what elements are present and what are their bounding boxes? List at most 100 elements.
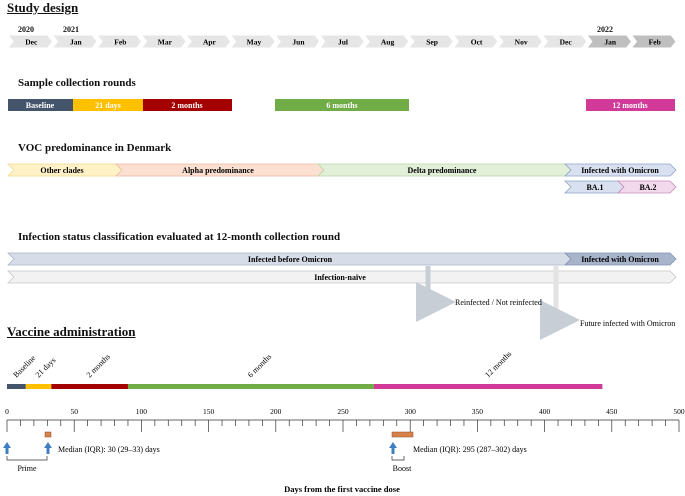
voc-periods: Other clades Alpha predominance Delta pr… [7,163,677,194]
voc-other-clades-label: Other clades [40,166,83,175]
infection-status: Infected before Omicron Infected with Om… [7,252,677,340]
prime-bracket [6,456,48,461]
month-label: Nov [515,38,528,47]
month-label: Mar [158,38,173,47]
bar-baseline [8,99,73,111]
bar-6months [275,99,409,111]
month-label: Apr [203,38,217,47]
x-tick-label: 450 [606,407,618,416]
month-label: Oct [471,38,483,47]
axis-label: Days from the first vaccine dose [284,484,400,494]
month-timeline: Dec Jan Feb Mar Apr May Jun Jul Aug Sep Oct Nov Dec J… [6,34,677,49]
voc-omicron [564,163,677,177]
month-label: Jun [292,38,305,47]
branch-arrow-2 [540,266,580,340]
vaccine-segment [51,384,128,389]
branch-1-label: Reinfected / Not reinfected [455,298,542,307]
naive-label: Infection-naïve [314,273,366,282]
boost-iqr-box [391,431,414,438]
study-design-title: Study design [7,0,79,15]
boost-median-label: Median (IQR): 295 (287–302) days [413,445,527,454]
x-tick-label: 250 [337,407,349,416]
bar-baseline-label: Baseline [26,101,55,110]
vaccine-title: Vaccine administration [7,324,136,339]
infected-omicron-label: Infected with Omicron [581,255,659,264]
ba2-chevron [617,180,677,194]
vaccine-segment [373,384,603,389]
arrow-prime-icon [44,442,52,454]
month-chevron [229,34,276,49]
month-chevron [51,34,98,49]
sample-rounds-title: Sample collection rounds [18,77,136,89]
month-label: Dec [25,38,38,47]
month-chevron [6,34,54,49]
bar-2months-label: 2 months [171,101,202,110]
vaccine-segment-label: 2 months [85,352,112,379]
boost-bracket [391,456,405,461]
month-chevron [541,34,588,49]
arrow-boost-icon [389,442,397,454]
x-tick-label: 300 [405,407,417,416]
infection-status-title: Infection status classification evaluate… [18,231,341,243]
voc-alpha-label: Alpha predominance [182,166,254,175]
x-tick-label: 0 [5,407,9,416]
sample-rounds: Baseline 21 days 2 months 6 months 12 mo… [8,99,675,111]
month-label: May [247,38,262,47]
x-tick-label: 200 [270,407,282,416]
month-label: Feb [649,38,661,47]
year-2020: 2020 [18,25,34,34]
month-label: Sep [426,38,438,47]
month-label: Dec [560,38,573,47]
month-chevron [630,34,677,49]
vaccine-segment-label: 21 days [34,356,58,380]
ba2-label: BA.2 [639,183,656,192]
month-label: Jul [338,38,348,47]
naive-chevron [7,270,677,284]
voc-omicron-label: Infected with Omicron [581,166,659,175]
x-tick-label: 150 [203,407,215,416]
month-chevron [585,34,633,49]
bar-21days-label: 21 days [95,101,121,110]
x-tick-label: 400 [539,407,551,416]
x-tick-label: 100 [136,407,148,416]
month-label: Feb [114,38,126,47]
voc-title: VOC predominance in Denmark [18,142,172,154]
bar-12months-label: 12 months [612,101,647,110]
month-label: Jan [70,38,83,47]
vaccine-segment [127,384,374,389]
bar-21days [73,99,143,111]
month-chevron [407,34,454,49]
month-label: Jan [604,38,617,47]
prime-label: Prime [17,464,37,473]
month-label: Aug [381,38,395,47]
month-chevron [140,34,187,49]
voc-delta-label: Delta predominance [408,166,477,175]
month-chevron [185,34,232,49]
vaccine-segment [25,384,52,389]
arrow-day0-icon [3,442,11,454]
vaccine-segment-label: 6 months [246,352,273,379]
month-chevron [363,34,410,49]
vaccine-segment-label: Baseline [11,353,37,379]
month-chevron [496,34,544,49]
infected-before-label: Infected before Omicron [248,255,333,264]
month-chevron [96,34,143,49]
prime-median-label: Median (IQR): 30 (29–33) days [58,445,160,454]
vaccine-segment-label: 12 months [483,349,513,379]
vaccine-segment [7,384,26,389]
prime-iqr-box [44,431,52,438]
ba1-label: BA.1 [586,183,603,192]
bar-12months [586,99,675,111]
branch-arrow-1 [416,266,456,322]
x-tick-label: 350 [472,407,484,416]
bar-2months [143,99,232,111]
year-2022: 2022 [597,25,613,34]
boost-label: Boost [393,464,412,473]
infected-omicron-chevron [564,252,677,266]
month-chevron [452,34,499,49]
x-tick-label: 500 [673,407,685,416]
year-2021: 2021 [63,25,79,34]
branch-2-label: Future infected with Omicron [580,319,675,328]
